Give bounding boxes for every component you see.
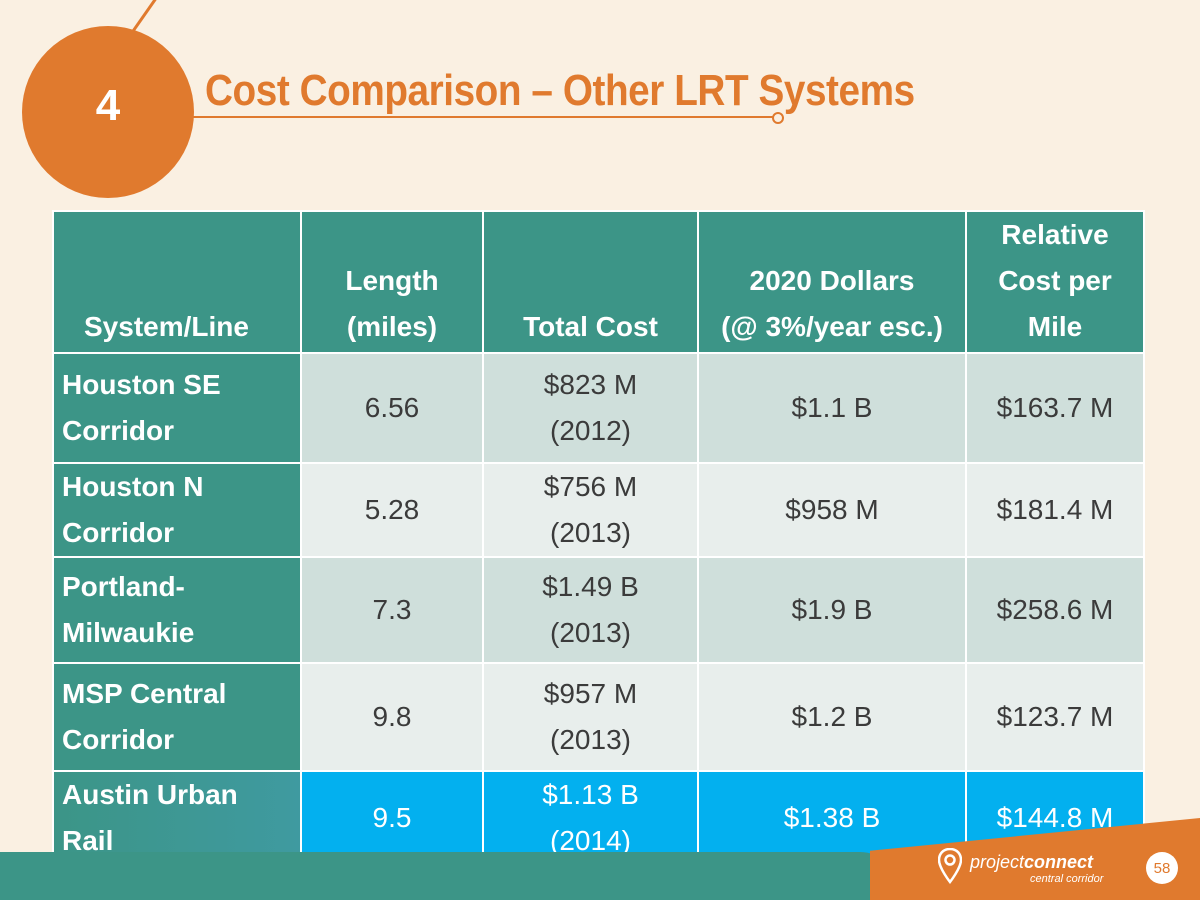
system-name-cell: MSP Central Corridor [52, 662, 302, 772]
system-name: Corridor [62, 724, 174, 755]
total-cost-cell: $823 M (2012) [482, 352, 699, 464]
length-cell: 9.8 [300, 662, 484, 772]
total-cost-cell: $756 M (2013) [482, 462, 699, 558]
system-name: Rail [62, 825, 114, 856]
header-cost-per-mile: Relative Cost per Mile [965, 210, 1145, 354]
cost-per-mile-cell: $181.4 M [965, 462, 1145, 558]
project-connect-logo: projectconnect central corridor [938, 848, 1138, 894]
cost-per-mile-cell: $123.7 M [965, 662, 1145, 772]
header-line: System/Line [84, 311, 249, 342]
header-line: (@ 3%/year esc.) [721, 311, 943, 342]
table-row: MSP Central Corridor 9.8 $957 M (2013) $1.… [52, 662, 1145, 772]
total-cost-cell: $957 M (2013) [482, 662, 699, 772]
logo-bold: connect [1024, 852, 1094, 872]
cost-per-mile-cell: $258.6 M [965, 556, 1145, 664]
system-name: Corridor [62, 517, 174, 548]
cost-per-mile-cell: $163.7 M [965, 352, 1145, 464]
system-name-cell: Portland- Milwaukie [52, 556, 302, 664]
cost-comparison-table: System/Line Length (miles) Total Cost 20… [52, 210, 1145, 866]
total-cost: $1.13 B [542, 779, 639, 810]
cost-year: (2013) [550, 617, 631, 648]
section-badge: 4 [22, 26, 194, 198]
dollars-2020-cell: $1.2 B [697, 662, 967, 772]
table-header-row: System/Line Length (miles) Total Cost 20… [52, 210, 1145, 354]
total-cost-cell: $1.13 B (2014) [482, 770, 699, 866]
system-name: Corridor [62, 415, 174, 446]
section-number: 4 [95, 81, 121, 130]
header-2020-dollars: 2020 Dollars (@ 3%/year esc.) [697, 210, 967, 354]
cost-year: (2014) [550, 825, 631, 856]
total-cost: $756 M [543, 471, 638, 502]
total-cost-cell: $1.49 B (2013) [482, 556, 699, 664]
header-line: 2020 Dollars [749, 265, 915, 296]
system-name: Houston SE [62, 369, 221, 400]
table-row-highlighted: Austin Urban Rail 9.5 $1.13 B (2014) $1.38… [52, 770, 1145, 866]
cost-year: (2012) [550, 415, 631, 446]
logo-prefix: project [970, 852, 1025, 872]
header-system-line: System/Line [52, 210, 302, 354]
logo-text: projectconnect [970, 852, 1093, 873]
system-name: Austin Urban [62, 779, 238, 810]
page-number: 58 [1146, 852, 1178, 884]
length-cell: 5.28 [300, 462, 484, 558]
dollars-2020-cell: $958 M [697, 462, 967, 558]
total-cost: $957 M [543, 678, 638, 709]
header-length: Length (miles) [300, 210, 484, 354]
total-cost: $823 M [543, 369, 638, 400]
cost-year: (2013) [550, 724, 631, 755]
dollars-2020-cell: $1.1 B [697, 352, 967, 464]
header-line: (miles) [346, 311, 438, 342]
system-name: MSP Central [62, 678, 227, 709]
system-name-cell: Austin Urban Rail [52, 770, 302, 866]
table-row: Portland- Milwaukie 7.3 $1.49 B (2013) $1.… [52, 556, 1145, 664]
header-line: Mile [1027, 311, 1083, 342]
footer-band [0, 852, 900, 900]
slide-title: Cost Comparison – Other LRT Systems [205, 66, 915, 115]
header-line: Cost per [998, 265, 1112, 296]
system-name: Houston N [62, 471, 204, 502]
system-name: Portland- [62, 571, 185, 602]
dollars-2020-cell: $1.9 B [697, 556, 967, 664]
logo-subtitle: central corridor [1030, 873, 1104, 885]
header-line: Total Cost [523, 311, 658, 342]
system-name-cell: Houston SE Corridor [52, 352, 302, 464]
header-line: Relative [1001, 219, 1109, 250]
total-cost: $1.49 B [542, 571, 639, 602]
cost-year: (2013) [550, 517, 631, 548]
system-name: Milwaukie [62, 617, 195, 648]
header-total-cost: Total Cost [482, 210, 699, 354]
length-cell: 9.5 [300, 770, 484, 866]
title-underline [192, 116, 775, 118]
length-cell: 6.56 [300, 352, 484, 464]
length-cell: 7.3 [300, 556, 484, 664]
table-row: Houston SE Corridor 6.56 $823 M (2012) $1.… [52, 352, 1145, 464]
header-line: Length [345, 265, 439, 296]
location-pin-icon [938, 848, 962, 884]
title-underline-dot [772, 112, 784, 124]
table-row: Houston N Corridor 5.28 $756 M (2013) $958… [52, 462, 1145, 558]
system-name-cell: Houston N Corridor [52, 462, 302, 558]
